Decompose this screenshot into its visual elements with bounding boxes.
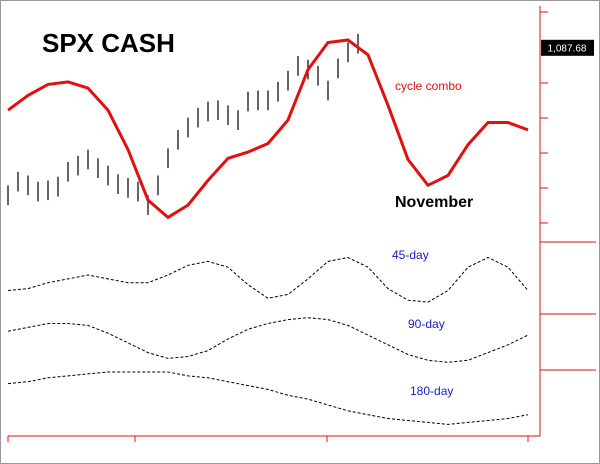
series-line <box>7 256 529 303</box>
series-line <box>7 38 529 220</box>
series-label: cycle combo <box>395 79 462 93</box>
price-label-box <box>541 39 594 56</box>
series-line <box>7 371 529 425</box>
series-label: 180-day <box>410 384 453 398</box>
series-label: 45-day <box>392 248 429 262</box>
annotation: November <box>395 194 473 211</box>
axes <box>7 6 596 442</box>
series-label: 90-day <box>408 317 445 331</box>
chart-title: SPX CASH <box>42 28 175 58</box>
price-label: 1,087.68 <box>548 43 587 54</box>
series-line <box>7 317 529 363</box>
